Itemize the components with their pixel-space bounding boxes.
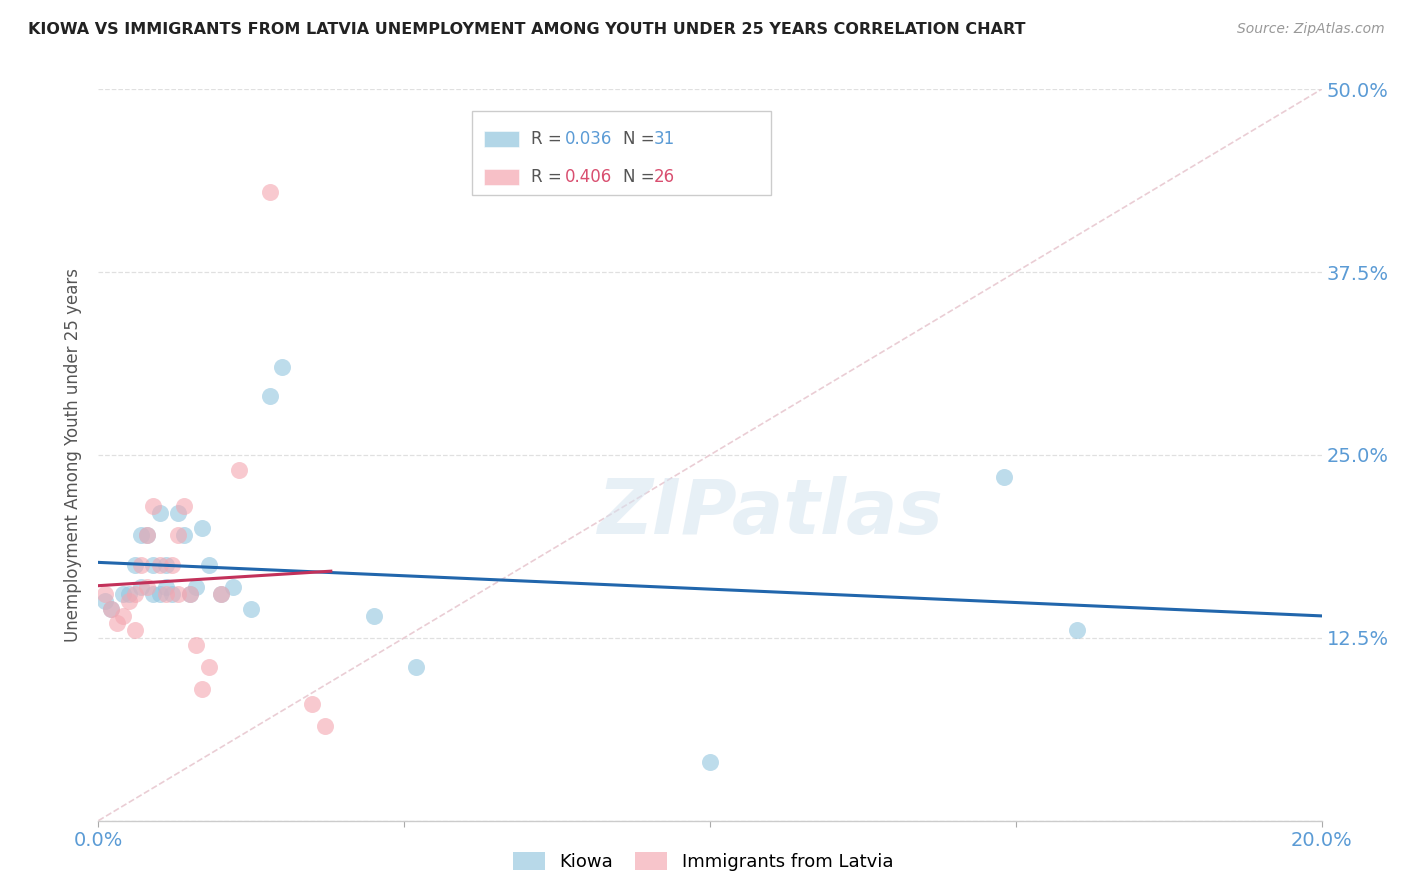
Point [149,587,172,601]
Point [699,755,721,769]
Point [111,608,134,623]
Point [100,601,122,615]
Point [363,608,385,623]
Text: N =: N = [623,168,659,186]
Text: 26: 26 [654,168,675,186]
Point [111,587,134,601]
Point [270,360,292,375]
Point [405,660,427,674]
Point [129,528,152,542]
Point [142,558,165,572]
Point [105,616,128,631]
Point [209,587,232,601]
Point [259,389,281,403]
Text: R =: R = [531,130,567,148]
Point [136,528,159,542]
Point [167,587,190,601]
Text: N =: N = [623,130,659,148]
FancyBboxPatch shape [484,169,519,185]
Point [160,587,183,601]
Point [173,499,195,513]
Point [124,558,146,572]
Legend: Kiowa, Immigrants from Latvia: Kiowa, Immigrants from Latvia [505,846,901,879]
Text: 31: 31 [654,130,675,148]
Point [124,587,146,601]
Point [186,638,208,652]
Point [136,580,159,594]
Point [191,681,214,696]
Point [179,587,201,601]
Point [93,587,115,601]
Text: ZIPatlas: ZIPatlas [598,476,945,550]
Point [155,580,177,594]
Point [259,185,281,199]
Point [222,580,245,594]
Point [160,558,183,572]
Text: Source: ZipAtlas.com: Source: ZipAtlas.com [1237,22,1385,37]
FancyBboxPatch shape [484,131,519,147]
Text: R =: R = [531,168,567,186]
Point [142,587,165,601]
Y-axis label: Unemployment Among Youth under 25 years: Unemployment Among Youth under 25 years [65,268,83,642]
Point [993,470,1015,484]
Point [129,558,152,572]
Point [149,558,172,572]
Point [1066,624,1088,638]
Point [136,528,159,542]
Point [314,718,336,732]
Point [155,587,177,601]
Point [124,624,146,638]
Text: KIOWA VS IMMIGRANTS FROM LATVIA UNEMPLOYMENT AMONG YOUTH UNDER 25 YEARS CORRELAT: KIOWA VS IMMIGRANTS FROM LATVIA UNEMPLOY… [28,22,1025,37]
Point [167,528,190,542]
Point [93,594,115,608]
Point [228,462,250,476]
Point [129,580,152,594]
Text: 0.406: 0.406 [565,168,613,186]
Point [179,587,201,601]
Text: 0.036: 0.036 [565,130,613,148]
Point [240,601,263,615]
Point [301,697,323,711]
Point [173,528,195,542]
Point [186,580,208,594]
Point [197,558,219,572]
Point [197,660,219,674]
Point [191,521,214,535]
Point [209,587,232,601]
Point [118,587,141,601]
Point [118,594,141,608]
FancyBboxPatch shape [471,112,772,195]
Point [155,558,177,572]
Point [142,499,165,513]
Point [149,507,172,521]
Point [100,601,122,615]
Point [167,507,190,521]
